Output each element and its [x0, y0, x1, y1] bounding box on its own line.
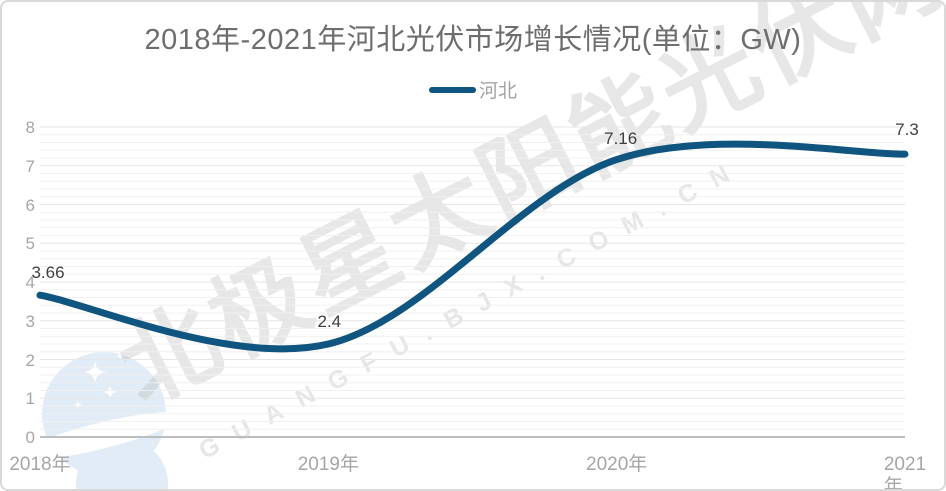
x-axis-label: 2019年 [297, 454, 359, 475]
y-axis-label: 4 [25, 273, 35, 292]
y-axis-label: 0 [25, 428, 35, 447]
legend-series-label: 河北 [478, 81, 517, 102]
logo-sparkles [73, 352, 124, 410]
y-axis-label: 1 [25, 389, 35, 409]
y-axis-label: 2 [25, 350, 35, 370]
legend: 河北 [2, 76, 944, 103]
logo-petal [76, 438, 168, 489]
series-line-hebei [36, 140, 909, 353]
data-point-label: 2.4 [317, 312, 342, 331]
chart-title: 2018年-2021年河北光伏市场增长情况(单位：GW) [144, 24, 802, 56]
data-point-label: 3.66 [31, 263, 65, 283]
x-axis-label: 2021年 [883, 454, 927, 491]
legend-line-marker-icon [428, 86, 476, 93]
gridlines [40, 126, 905, 430]
y-axis-label: 5 [25, 234, 35, 254]
y-axis-label: 6 [25, 195, 35, 215]
data-point-label: 7.3 [895, 120, 919, 140]
x-axis-label: 2020年 [586, 454, 648, 475]
y-axis-label: 8 [25, 118, 35, 137]
x-axis-label: 2018年 [9, 454, 71, 475]
y-axis-label: 3 [25, 311, 35, 331]
y-axis-label: 7 [25, 156, 35, 176]
data-point-label: 7.16 [604, 128, 638, 148]
